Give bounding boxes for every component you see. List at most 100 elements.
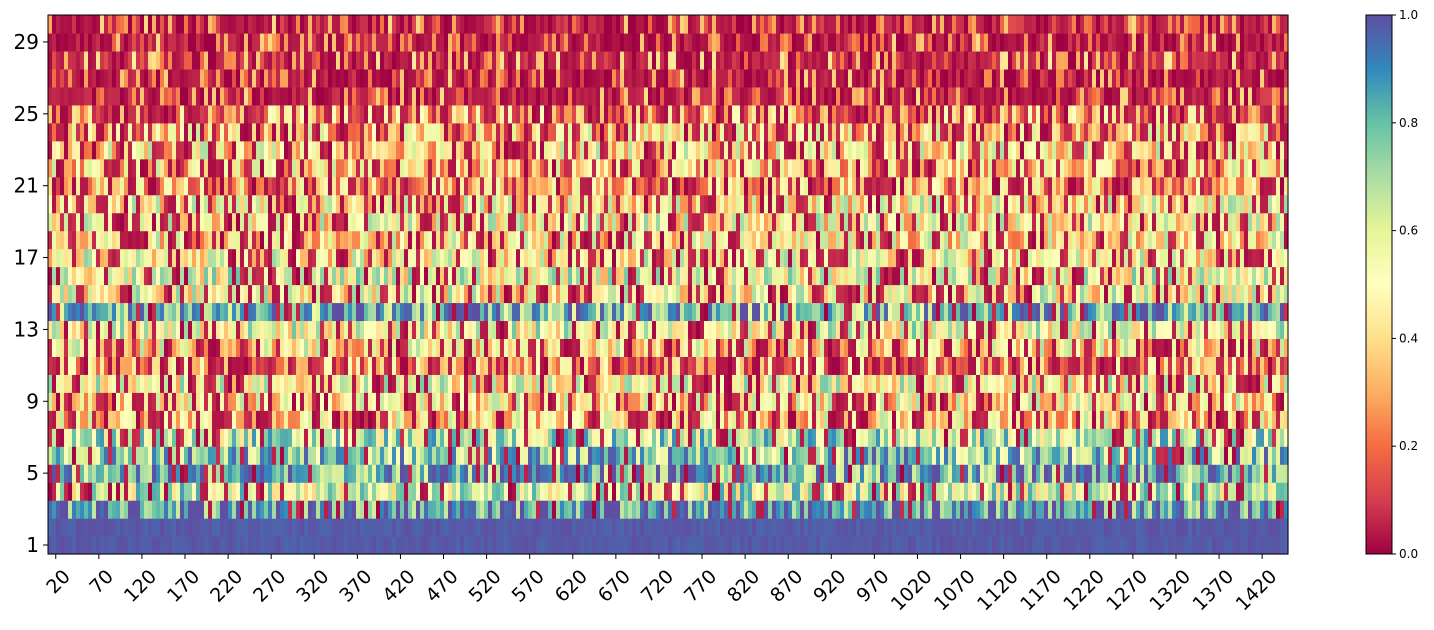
heatmap-cell [520,482,525,501]
heatmap-cell [1280,446,1285,465]
heatmap-cell [1224,446,1229,465]
heatmap-cell [1252,392,1257,411]
heatmap-cell [664,392,669,411]
heatmap-cell [316,284,321,304]
heatmap-cell [508,446,513,465]
heatmap-cell [476,446,481,465]
heatmap-cell [292,500,297,519]
heatmap-cell [816,464,821,483]
heatmap-cell [556,536,561,555]
heatmap-cell [680,338,685,357]
heatmap-cell [780,518,785,537]
heatmap-cell [348,536,353,555]
heatmap-cell [1128,374,1133,393]
heatmap-cell [512,374,517,393]
heatmap-cell [1232,428,1237,447]
heatmap-cell [756,518,761,537]
heatmap-cell [800,446,805,465]
heatmap-cell [988,320,993,339]
heatmap-cell [1108,302,1113,322]
heatmap-cell [372,536,377,555]
heatmap-cell [724,428,729,447]
heatmap-cell [1020,284,1025,304]
heatmap-cell [1228,338,1233,357]
heatmap-cell [1240,338,1245,357]
heatmap-cell [388,392,393,411]
heatmap-cell [916,320,921,339]
heatmap-cell [592,482,597,501]
heatmap-cell [880,302,885,322]
heatmap-cell [552,266,557,286]
heatmap-cell [788,428,793,447]
heatmap-cell [956,284,961,304]
heatmap-cell [1136,428,1141,447]
heatmap-cell [392,518,397,537]
heatmap-cell [1164,482,1169,501]
heatmap-cell [1188,374,1193,393]
heatmap-cell [492,464,497,483]
heatmap-cell [1060,266,1065,286]
heatmap-cell [616,428,621,447]
heatmap-cell [476,320,481,339]
heatmap-cell [532,320,537,339]
heatmap-cell [352,536,357,555]
heatmap-cell [336,482,341,501]
heatmap-cell [896,464,901,483]
heatmap-cell [1016,392,1021,411]
heatmap-cell [376,536,381,555]
heatmap-cell [1012,392,1017,411]
heatmap-cell [48,518,53,537]
heatmap-cell [360,518,365,537]
heatmap-cell [60,284,65,304]
heatmap-cell [848,482,853,501]
heatmap-cell [804,536,809,555]
heatmap-cell [768,518,773,537]
heatmap-cell [880,392,885,411]
heatmap-cell [1160,428,1165,447]
heatmap-cell [668,392,673,411]
heatmap-cell [1212,374,1217,393]
heatmap-cell [1048,302,1053,322]
heatmap-cell [116,302,121,322]
heatmap-cell [976,446,981,465]
heatmap-cell [68,302,73,322]
heatmap-cell [976,320,981,339]
heatmap-cell [176,266,181,286]
heatmap-cell [248,500,253,519]
heatmap-cell [212,320,217,339]
heatmap-cell [312,464,317,483]
heatmap-cell [764,284,769,304]
heatmap-cell [812,482,817,501]
heatmap-cell [480,518,485,537]
heatmap-cell [832,446,837,465]
heatmap-cell [428,446,433,465]
heatmap-cell [892,518,897,537]
heatmap-cell [1160,338,1165,357]
heatmap-cell [332,500,337,519]
heatmap-cell [1072,428,1077,447]
heatmap-cell [920,374,925,393]
heatmap-cell [812,374,817,393]
heatmap-cell [1164,500,1169,519]
heatmap-cell [180,500,185,519]
heatmap-cell [1060,374,1065,393]
heatmap-cell [972,518,977,537]
heatmap-cell [520,500,525,519]
heatmap-cell [640,482,645,501]
heatmap-cell [1004,500,1009,519]
heatmap-cell [728,284,733,304]
heatmap-cell [764,536,769,555]
heatmap-cell [964,410,969,429]
heatmap-cell [76,302,81,322]
heatmap-cell [468,338,473,357]
heatmap-cell [444,356,449,375]
heatmap-cell [192,338,197,357]
heatmap-cell [868,356,873,375]
heatmap-cell [1012,356,1017,375]
heatmap-cell [1184,536,1189,555]
heatmap-cell [300,338,305,357]
heatmap-cell [416,284,421,304]
heatmap-cell [908,356,913,375]
heatmap-cell [696,356,701,375]
heatmap-cell [936,428,941,447]
